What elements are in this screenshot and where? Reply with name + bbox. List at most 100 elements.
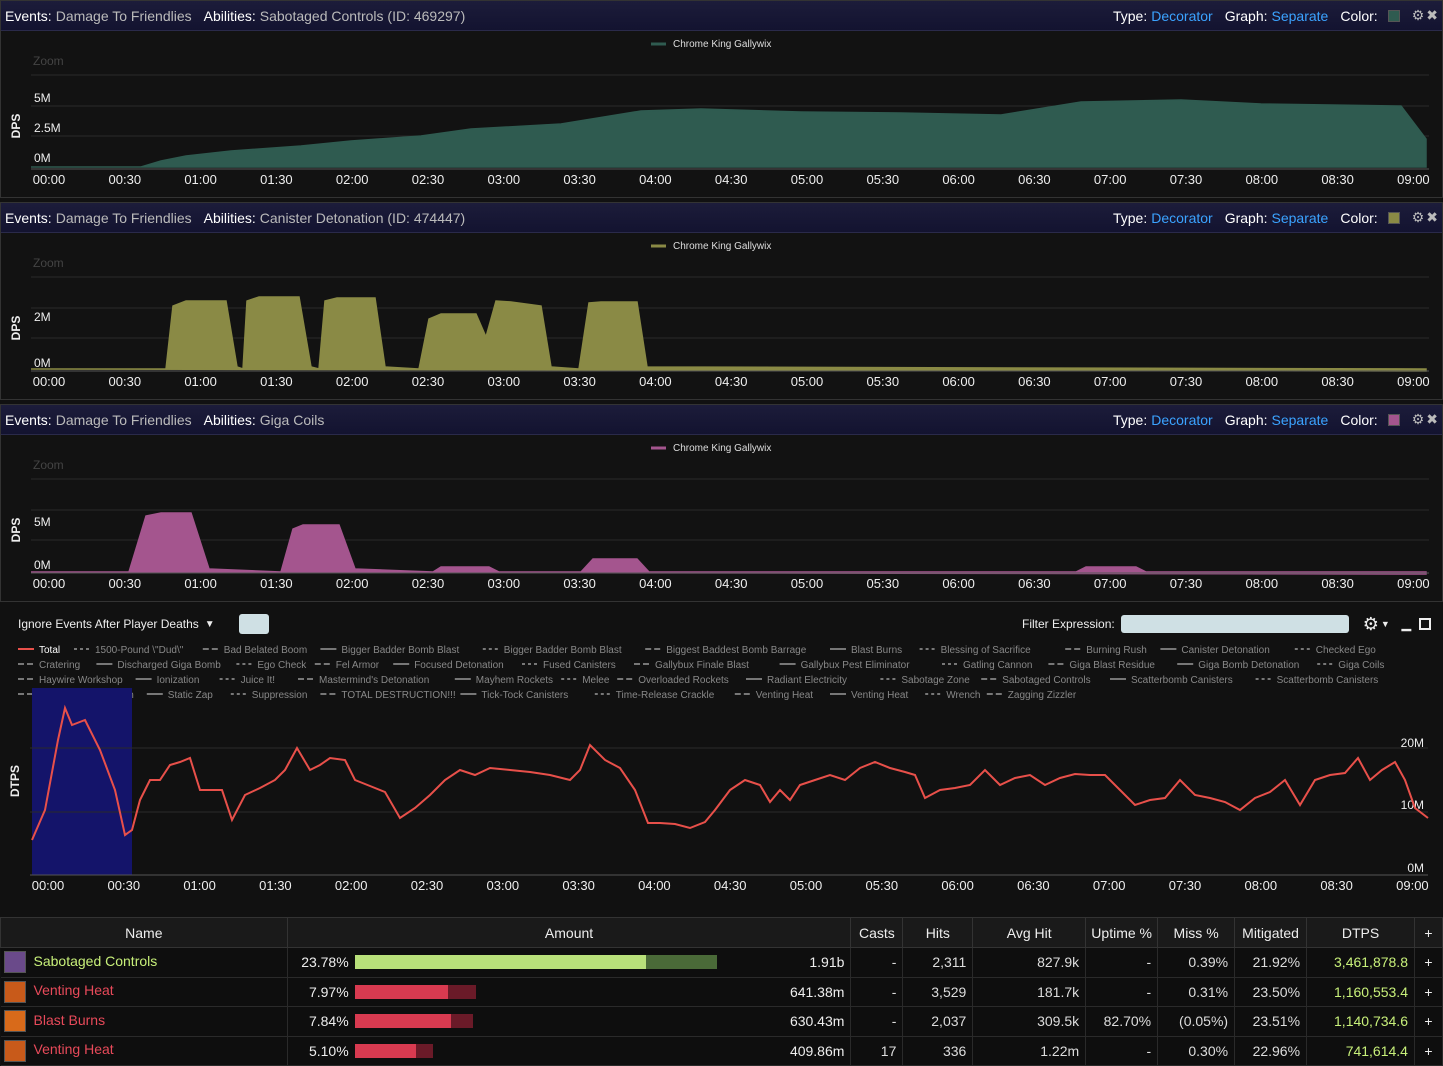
selection-band[interactable] xyxy=(32,688,132,875)
column-header[interactable]: Casts xyxy=(850,917,904,948)
total-dtps-line[interactable] xyxy=(31,704,1429,841)
legend-item[interactable]: Static Zap xyxy=(168,690,213,701)
legend-item[interactable]: Tick-Tock Canisters xyxy=(481,690,568,701)
legend-item[interactable]: Time-Release Crackle xyxy=(616,690,715,701)
legend-item[interactable]: Ego Check xyxy=(257,660,307,671)
chevron-down-icon[interactable]: ▼ xyxy=(204,618,215,630)
zoom-label[interactable]: Zoom xyxy=(33,458,64,472)
column-header[interactable]: + xyxy=(1413,917,1443,948)
table-row[interactable]: Blast Burns 7.84% 630.43m - 2,037 309.5k… xyxy=(0,1006,1443,1037)
events-value[interactable]: Damage To Friendlies xyxy=(55,209,192,226)
gear-icon[interactable]: ⚙ xyxy=(1411,411,1425,427)
color-swatch[interactable] xyxy=(1387,211,1400,224)
legend-label[interactable]: Chrome King Gallywix xyxy=(673,443,771,454)
table-row[interactable]: Sabotaged Controls 23.78% 1.91b - 2,311 … xyxy=(0,947,1443,978)
legend-item[interactable]: Melee xyxy=(582,675,610,686)
graph-value[interactable]: Separate xyxy=(1271,411,1329,428)
type-value[interactable]: Decorator xyxy=(1151,209,1213,226)
column-header[interactable]: Name xyxy=(0,917,288,948)
area-series[interactable] xyxy=(31,99,1427,168)
color-swatch[interactable] xyxy=(1387,9,1400,22)
ability-name[interactable]: Venting Heat xyxy=(33,1041,114,1058)
legend-item[interactable]: Sabotaged Controls xyxy=(1002,675,1090,686)
legend-item[interactable]: Radiant Electricity xyxy=(767,675,847,686)
minimize-icon[interactable]: ▁ xyxy=(1401,617,1411,631)
type-value[interactable]: Decorator xyxy=(1151,7,1213,24)
gear-icon[interactable]: ⚙ xyxy=(1362,613,1379,634)
abilities-value[interactable]: Sabotaged Controls (ID: 469297) xyxy=(259,7,466,24)
legend-item[interactable]: Giga Blast Residue xyxy=(1069,660,1155,671)
legend-item[interactable]: Discharged Giga Bomb xyxy=(117,660,221,671)
legend-item[interactable]: Fel Armor xyxy=(336,660,380,671)
legend-item[interactable]: Scatterbomb Canisters xyxy=(1277,675,1379,686)
legend-item[interactable]: Mayhem Rockets xyxy=(476,675,553,686)
expand-button[interactable]: + xyxy=(1414,977,1443,1007)
table-row[interactable]: Venting Heat 7.97% 641.38m - 3,529 181.7… xyxy=(0,977,1443,1007)
legend-item[interactable]: Haywire Workshop xyxy=(39,675,123,686)
legend-item[interactable]: 1500-Pound \"Dud\" xyxy=(95,645,184,656)
expand-button[interactable]: + xyxy=(1414,1006,1443,1037)
events-value[interactable]: Damage To Friendlies xyxy=(55,411,192,428)
legend-item[interactable]: Venting Heat xyxy=(756,690,813,701)
ability-name[interactable]: Blast Burns xyxy=(33,1011,106,1028)
legend-item[interactable]: Juice It! xyxy=(241,675,275,686)
legend-item[interactable]: Cratering xyxy=(39,660,80,671)
legend-item[interactable]: Checked Ego xyxy=(1316,645,1376,656)
close-icon[interactable]: ✖ xyxy=(1426,7,1438,23)
column-header[interactable]: Miss % xyxy=(1157,917,1236,948)
legend-item[interactable]: Gatling Cannon xyxy=(963,660,1033,671)
filter-expression-input[interactable] xyxy=(1120,615,1349,633)
color-swatch[interactable] xyxy=(1387,413,1400,426)
graph-value[interactable]: Separate xyxy=(1271,7,1329,24)
expand-button[interactable]: + xyxy=(1414,1036,1443,1066)
chevron-down-icon[interactable]: ▼ xyxy=(1380,619,1390,629)
legend-item[interactable]: Blessing of Sacrifice xyxy=(941,645,1031,656)
legend-label[interactable]: Chrome King Gallywix xyxy=(673,241,771,252)
column-header[interactable]: Mitigated xyxy=(1234,917,1308,948)
legend-item[interactable]: Bad Belated Boom xyxy=(224,645,307,656)
events-value[interactable]: Damage To Friendlies xyxy=(55,7,192,24)
legend-item[interactable]: Mastermind's Detonation xyxy=(319,675,429,686)
area-series[interactable] xyxy=(30,512,1427,575)
legend-item[interactable]: Sabotage Zone xyxy=(901,675,970,686)
legend-item[interactable]: Overloaded Rockets xyxy=(638,675,729,686)
legend-item[interactable]: Total xyxy=(39,645,60,656)
legend-item[interactable]: Venting Heat xyxy=(851,690,908,701)
legend-item[interactable]: Giga Coils xyxy=(1338,660,1384,671)
legend-item[interactable]: Suppression xyxy=(252,690,308,701)
table-row[interactable]: Venting Heat 5.10% 409.86m 17 336 1.22m … xyxy=(0,1036,1443,1066)
column-header[interactable]: Avg Hit xyxy=(972,917,1087,948)
legend-item[interactable]: Canister Detonation xyxy=(1181,645,1269,656)
gear-icon[interactable]: ⚙ xyxy=(1411,7,1425,23)
close-icon[interactable]: ✖ xyxy=(1426,411,1438,427)
maximize-icon[interactable] xyxy=(1419,618,1431,630)
expand-button[interactable]: + xyxy=(1414,947,1443,978)
legend-item[interactable]: Ionization xyxy=(157,675,200,686)
zoom-label[interactable]: Zoom xyxy=(33,54,64,68)
ignore-deaths-toggle[interactable] xyxy=(238,614,269,634)
legend-item[interactable]: Bigger Badder Bomb Blast xyxy=(341,645,459,656)
ability-name[interactable]: Sabotaged Controls xyxy=(33,952,158,969)
legend-item[interactable]: Burning Rush xyxy=(1086,645,1147,656)
ability-name[interactable]: Venting Heat xyxy=(33,982,114,999)
abilities-value[interactable]: Giga Coils xyxy=(259,411,325,428)
legend-item[interactable]: Zagging Zizzler xyxy=(1008,690,1077,701)
legend-item[interactable]: Scatterbomb Canisters xyxy=(1131,675,1233,686)
legend-item[interactable]: Bigger Badder Bomb Blast xyxy=(504,645,622,656)
type-value[interactable]: Decorator xyxy=(1151,411,1213,428)
close-icon[interactable]: ✖ xyxy=(1426,209,1438,225)
legend-item[interactable]: TOTAL DESTRUCTION!!! xyxy=(341,690,455,701)
legend-item[interactable]: Focused Detonation xyxy=(414,660,504,671)
area-series[interactable] xyxy=(30,296,1427,372)
legend-item[interactable]: Giga Bomb Detonation xyxy=(1198,660,1299,671)
legend-item[interactable]: Gallybux Finale Blast xyxy=(655,660,749,671)
legend-item[interactable]: Biggest Baddest Bomb Barrage xyxy=(666,645,807,656)
column-header[interactable]: Amount xyxy=(286,917,852,948)
column-header[interactable]: Uptime % xyxy=(1085,917,1159,948)
column-header[interactable]: DTPS xyxy=(1306,917,1415,948)
legend-item[interactable]: Gallybux Pest Eliminator xyxy=(801,660,911,671)
zoom-label[interactable]: Zoom xyxy=(33,256,64,270)
abilities-value[interactable]: Canister Detonation (ID: 474447) xyxy=(259,209,466,226)
legend-item[interactable]: Wrench xyxy=(946,690,980,701)
column-header[interactable]: Hits xyxy=(902,917,974,948)
